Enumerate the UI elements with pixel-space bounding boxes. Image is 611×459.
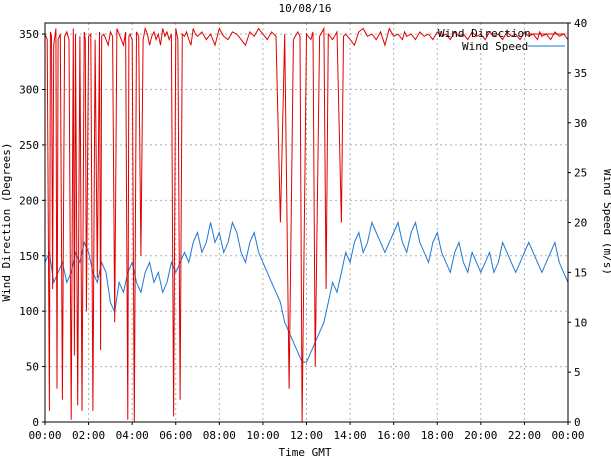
x-tick-label: 18:00 (421, 429, 454, 442)
series-line-wind-direction (44, 26, 569, 423)
series-layer (44, 26, 569, 423)
left-axis: 0 50 100 150 200 250 300 350 (19, 28, 45, 429)
series-line-wind-speed (44, 220, 569, 363)
right-tick-label: 40 (574, 17, 587, 30)
right-axis: 0 5 10 15 20 25 30 35 40 (568, 17, 587, 429)
left-tick-label: 350 (19, 28, 39, 41)
left-axis-title: Wind Direction (Degrees) (0, 143, 13, 302)
x-tick-label: 14:00 (334, 429, 367, 442)
chart-title: 10/08/16 (279, 2, 332, 15)
right-tick-label: 10 (574, 316, 587, 329)
right-tick-label: 20 (574, 217, 587, 230)
right-tick-label: 25 (574, 167, 587, 180)
right-tick-label: 0 (574, 416, 581, 429)
left-tick-label: 300 (19, 84, 39, 97)
right-tick-label: 15 (574, 266, 587, 279)
x-tick-label: 02:00 (72, 429, 105, 442)
left-tick-label: 0 (32, 416, 39, 429)
x-axis: 00:00 02:00 04:00 06:00 08:00 10:00 12:00 14:00… (28, 422, 585, 442)
x-tick-label: 22:00 (508, 429, 541, 442)
x-tick-label: 00:00 (28, 429, 61, 442)
x-tick-label: 16:00 (377, 429, 410, 442)
right-tick-label: 30 (574, 117, 587, 130)
right-tick-label: 35 (574, 67, 587, 80)
x-tick-label: 12:00 (290, 429, 323, 442)
x-tick-label: 00:00 (551, 429, 584, 442)
x-tick-label: 04:00 (116, 429, 149, 442)
right-axis-title: Wind Speed (m/s) (601, 169, 611, 275)
right-tick-label: 5 (574, 366, 581, 379)
legend-label-wind-direction: Wind Direction (438, 27, 531, 40)
left-tick-label: 200 (19, 194, 39, 207)
x-tick-label: 08:00 (203, 429, 236, 442)
x-tick-label: 10:00 (246, 429, 279, 442)
x-axis-title: Time GMT (279, 446, 332, 459)
x-tick-label: 20:00 (464, 429, 497, 442)
left-tick-label: 50 (26, 361, 39, 374)
legend: Wind Direction Wind Speed (438, 27, 565, 53)
left-tick-label: 150 (19, 250, 39, 263)
x-tick-label: 06:00 (159, 429, 192, 442)
left-tick-label: 250 (19, 139, 39, 152)
left-tick-label: 100 (19, 305, 39, 318)
legend-label-wind-speed: Wind Speed (462, 40, 528, 53)
